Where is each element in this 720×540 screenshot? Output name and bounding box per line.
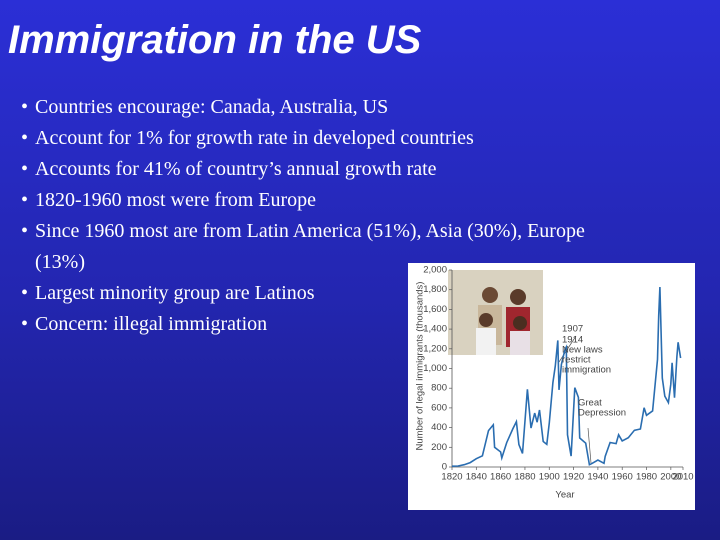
x-tick-label: 1900 bbox=[539, 472, 560, 483]
bullet-list: Countries encourage: Canada, Australia, … bbox=[21, 92, 615, 340]
y-tick-label: 1,400 bbox=[423, 324, 447, 335]
bullet: Countries encourage: Canada, Australia, … bbox=[21, 92, 615, 123]
y-tick-label: 800 bbox=[431, 383, 447, 394]
bullet: Concern: illegal immigration bbox=[21, 309, 615, 340]
annotation-pointer bbox=[558, 335, 577, 363]
y-tick-label: 0 bbox=[442, 462, 447, 473]
x-tick-label: 1940 bbox=[587, 472, 608, 483]
chart: Number of legal immigrants (thousands) Y… bbox=[408, 263, 695, 510]
y-tick-label: 1,800 bbox=[423, 284, 447, 295]
x-tick-label: 1880 bbox=[514, 472, 535, 483]
y-tick-label: 1,600 bbox=[423, 304, 447, 315]
y-tick-label: 400 bbox=[431, 422, 447, 433]
bullet: 1820-1960 most were from Europe bbox=[21, 185, 615, 216]
bullet: Account for 1% for growth rate in develo… bbox=[21, 123, 615, 154]
family-photo bbox=[448, 270, 543, 355]
y-tick-label: 200 bbox=[431, 442, 447, 453]
data-line bbox=[451, 286, 682, 467]
bullet: Since 1960 most are from Latin America (… bbox=[21, 216, 615, 278]
x-tick-label: 1980 bbox=[636, 472, 657, 483]
annotation-pointer bbox=[587, 427, 592, 464]
x-tick-label: 1840 bbox=[466, 472, 487, 483]
bullet: Accounts for 41% of country’s annual gro… bbox=[21, 154, 615, 185]
annotation: Depression bbox=[578, 408, 626, 419]
annotation: Great bbox=[578, 398, 602, 409]
y-tick-label: 1,000 bbox=[423, 363, 447, 374]
annotation: 1907 bbox=[562, 324, 583, 335]
bullet: Largest minority group are Latinos bbox=[21, 278, 615, 309]
y-axis-label: Number of legal immigrants (thousands) bbox=[415, 282, 426, 451]
slide-title: Immigration in the US bbox=[8, 18, 422, 62]
annotation: New laws bbox=[562, 345, 603, 356]
x-tick-label: 2010 bbox=[672, 472, 693, 483]
x-tick-label: 1960 bbox=[612, 472, 633, 483]
x-tick-label: 1920 bbox=[563, 472, 584, 483]
annotation: immigration bbox=[562, 365, 611, 376]
annotation: restrict bbox=[562, 355, 591, 366]
x-axis-label: Year bbox=[555, 490, 574, 501]
y-tick-label: 2,000 bbox=[423, 265, 447, 276]
x-tick-label: 1860 bbox=[490, 472, 511, 483]
x-tick-label: 1820 bbox=[441, 472, 462, 483]
y-tick-label: 1,200 bbox=[423, 343, 447, 354]
annotation: 1914 bbox=[562, 335, 583, 346]
y-tick-label: 600 bbox=[431, 402, 447, 413]
x-tick-label: 2000 bbox=[660, 472, 681, 483]
